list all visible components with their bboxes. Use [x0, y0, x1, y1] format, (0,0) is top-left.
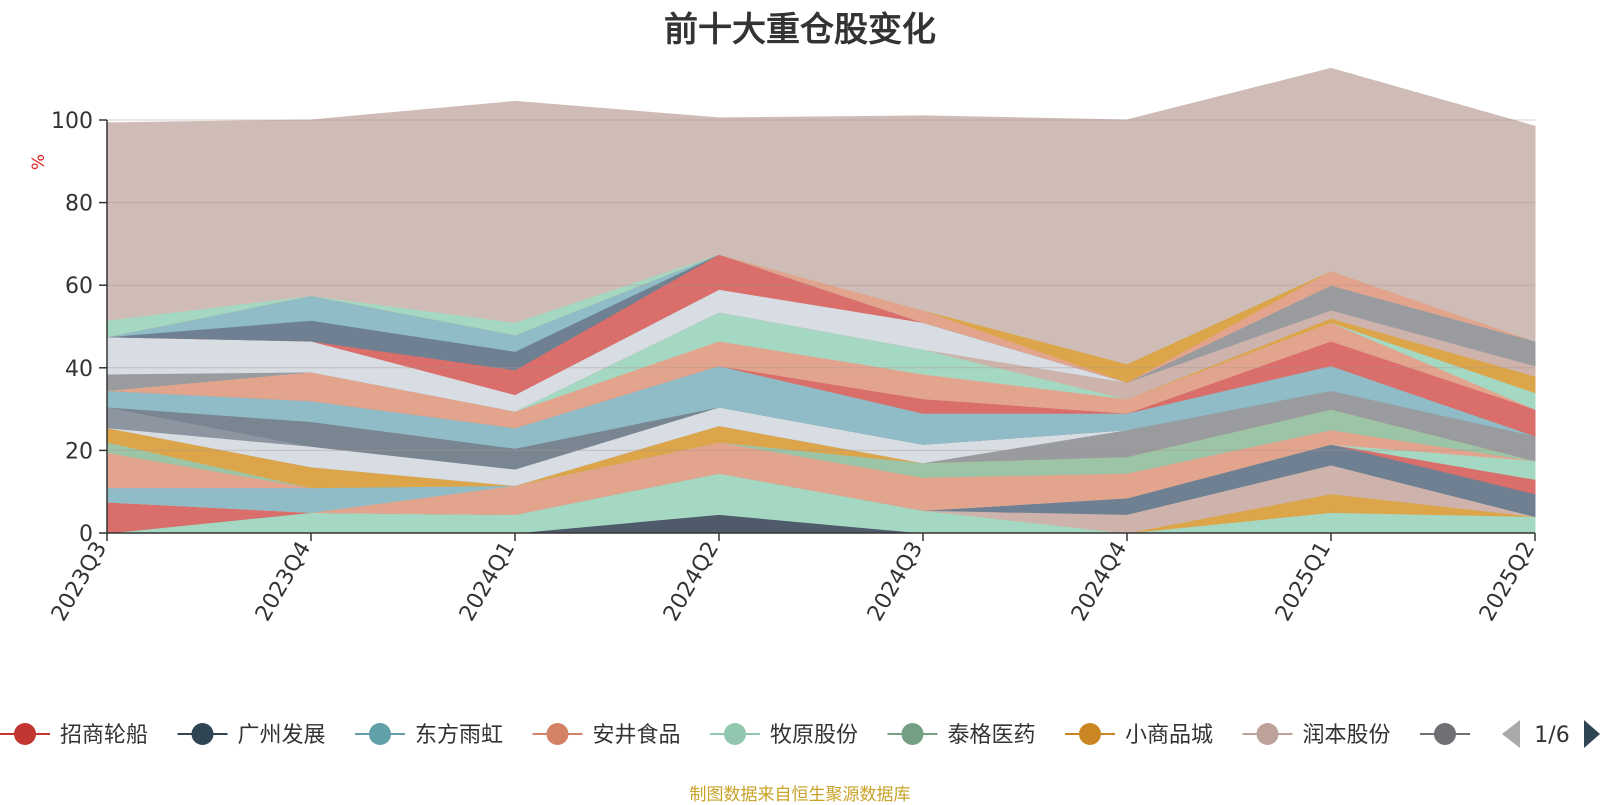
- legend-item[interactable]: [1420, 723, 1470, 745]
- x-tick-label: 2025Q1: [1271, 538, 1336, 626]
- legend-label: 润本股份: [1303, 723, 1391, 748]
- legend-item[interactable]: 广州发展: [177, 723, 326, 748]
- y-tick-label: 0: [79, 522, 93, 547]
- grid-layer: [107, 119, 1535, 451]
- legend-marker: [14, 723, 36, 745]
- stacked-area-chart: 0 20 40 60 80 100 2023Q3 2023Q4 2024Q1 2024Q2 2024…: [0, 67, 1600, 748]
- legend: 招商轮船 广州发展 东方雨虹 安井食品 牧原股份 泰格医药 小商品城 润本股份 1/6: [0, 720, 1600, 748]
- legend-label: 招商轮船: [60, 723, 148, 748]
- x-tick-label: 2024Q1: [455, 538, 520, 626]
- legend-item[interactable]: 安井食品: [532, 723, 681, 748]
- y-tick-label: 100: [51, 109, 93, 134]
- legend-item[interactable]: 润本股份: [1242, 723, 1391, 748]
- y-axis-unit-label: %: [29, 154, 49, 170]
- y-tick-label: 40: [65, 357, 93, 382]
- legend-label: 东方雨虹: [415, 723, 503, 748]
- legend-marker: [901, 723, 924, 745]
- legend-next-icon[interactable]: [1584, 720, 1600, 748]
- x-tick-label: 2024Q2: [659, 538, 724, 626]
- legend-item[interactable]: 招商轮船: [0, 723, 148, 748]
- legend-marker: [1079, 723, 1101, 745]
- legend-marker: [191, 723, 214, 745]
- y-tick-label: 20: [65, 439, 93, 464]
- y-tick-label: 60: [65, 274, 93, 299]
- legend-prev-icon[interactable]: [1502, 720, 1520, 748]
- y-tick-label: 80: [65, 192, 93, 217]
- legend-marker: [546, 723, 569, 745]
- legend-marker: [369, 723, 391, 745]
- legend-label: 泰格医药: [948, 723, 1036, 748]
- x-tick-label: 2025Q2: [1475, 538, 1540, 626]
- legend-marker: [1256, 723, 1279, 745]
- legend-item[interactable]: 东方雨虹: [355, 723, 503, 748]
- x-tick-label: 2024Q3: [863, 538, 928, 626]
- x-tick-label: 2023Q4: [251, 538, 316, 626]
- legend-label: 广州发展: [238, 723, 326, 748]
- legend-item[interactable]: 小商品城: [1065, 723, 1213, 748]
- source-note: 制图数据来自恒生聚源数据库: [689, 785, 911, 805]
- area-series-30: [106, 67, 1536, 365]
- legend-marker: [724, 723, 746, 745]
- legend-label: 安井食品: [593, 723, 681, 748]
- legend-label: 小商品城: [1125, 723, 1213, 748]
- series-layer: [106, 67, 1536, 534]
- x-tick-label: 2024Q4: [1067, 538, 1132, 626]
- legend-label: 牧原股份: [770, 723, 858, 748]
- legend-marker: [1434, 723, 1456, 745]
- legend-item[interactable]: 牧原股份: [710, 723, 858, 748]
- chart-title: 前十大重仓股变化: [664, 10, 936, 50]
- legend-page-indicator: 1/6: [1534, 723, 1569, 748]
- legend-item[interactable]: 泰格医药: [887, 723, 1036, 748]
- x-tick-label: 2023Q3: [47, 538, 112, 626]
